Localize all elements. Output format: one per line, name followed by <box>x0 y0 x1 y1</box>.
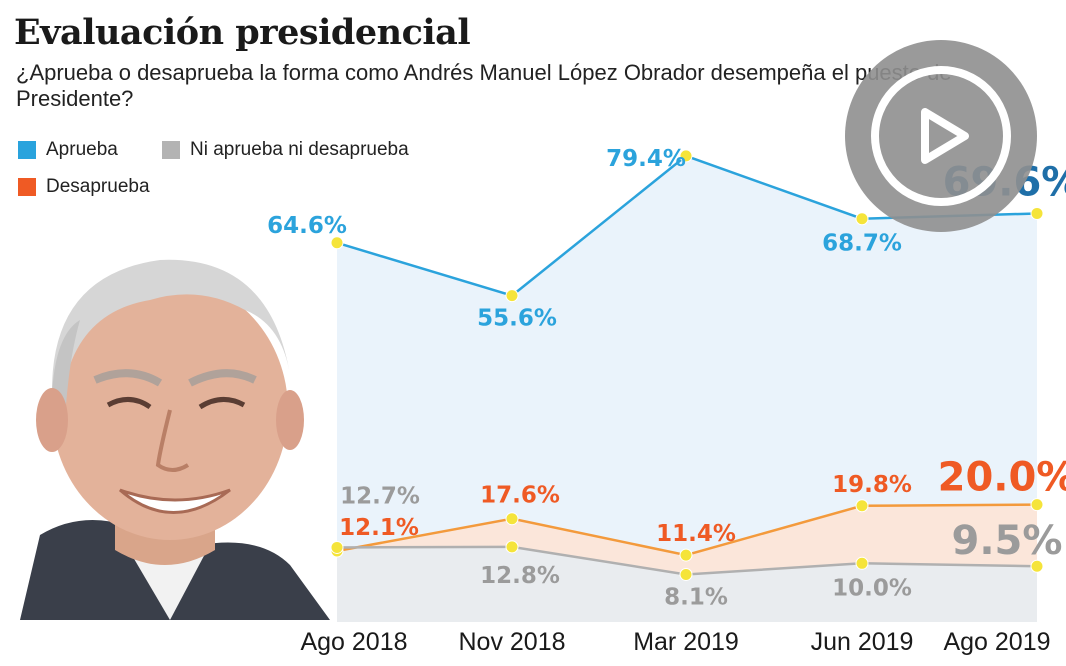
data-label-aprueba: 68.7% <box>822 231 902 257</box>
data-label-desaprueba: 17.6% <box>480 483 560 509</box>
x-tick-label: Ago 2019 <box>943 628 1050 656</box>
data-label-desaprueba: 19.8% <box>832 472 912 498</box>
data-point <box>679 149 693 163</box>
data-point <box>505 540 519 554</box>
legend-label: Desaprueba <box>46 176 150 197</box>
x-tick-label: Jun 2019 <box>811 628 914 656</box>
data-label-desaprueba: 12.1% <box>339 515 419 541</box>
data-label-aprueba: 55.6% <box>477 306 557 332</box>
play-icon[interactable] <box>843 38 1039 234</box>
data-point <box>505 512 519 526</box>
data-label-desaprueba: 11.4% <box>656 521 736 547</box>
legend-swatch <box>18 178 36 196</box>
legend-swatch <box>18 141 36 159</box>
x-tick-label: Nov 2018 <box>458 628 565 656</box>
data-point <box>330 236 344 250</box>
data-point <box>1030 498 1044 512</box>
data-label-ni-aprueba: 10.0% <box>832 575 912 601</box>
page-title: Evaluación presidencial <box>14 12 471 53</box>
data-point <box>855 212 869 226</box>
chart-subtitle: ¿Aprueba o desaprueba la forma como Andr… <box>16 60 952 111</box>
data-label-aprueba: 64.6% <box>267 213 347 239</box>
data-point <box>505 289 519 303</box>
data-label-ni-aprueba: 12.8% <box>480 563 560 589</box>
legend-item-desaprueba: Desaprueba <box>18 176 150 198</box>
data-point <box>1030 559 1044 573</box>
legend-item-ni-aprueba: Ni aprueba ni desaprueba <box>162 139 409 161</box>
x-tick-label: Mar 2019 <box>633 628 739 656</box>
legend-label: Aprueba <box>46 139 118 160</box>
data-label-ni-aprueba: 8.1% <box>664 584 728 610</box>
legend-label: Ni aprueba ni desaprueba <box>190 139 409 160</box>
legend-item-aprueba: Aprueba <box>18 139 118 161</box>
data-point <box>855 556 869 570</box>
data-label-ni-aprueba: 12.7% <box>340 483 420 509</box>
data-point <box>855 499 869 513</box>
data-label-aprueba: 79.4% <box>606 146 686 172</box>
data-label-desaprueba: 20.0% <box>938 455 1066 501</box>
data-point <box>679 548 693 562</box>
president-portrait <box>20 259 330 620</box>
data-label-ni-aprueba: 9.5% <box>952 518 1063 564</box>
data-point <box>679 567 693 581</box>
legend-swatch <box>162 141 180 159</box>
x-tick-label: Ago 2018 <box>300 628 407 656</box>
data-point <box>1030 206 1044 220</box>
data-point <box>330 540 344 554</box>
